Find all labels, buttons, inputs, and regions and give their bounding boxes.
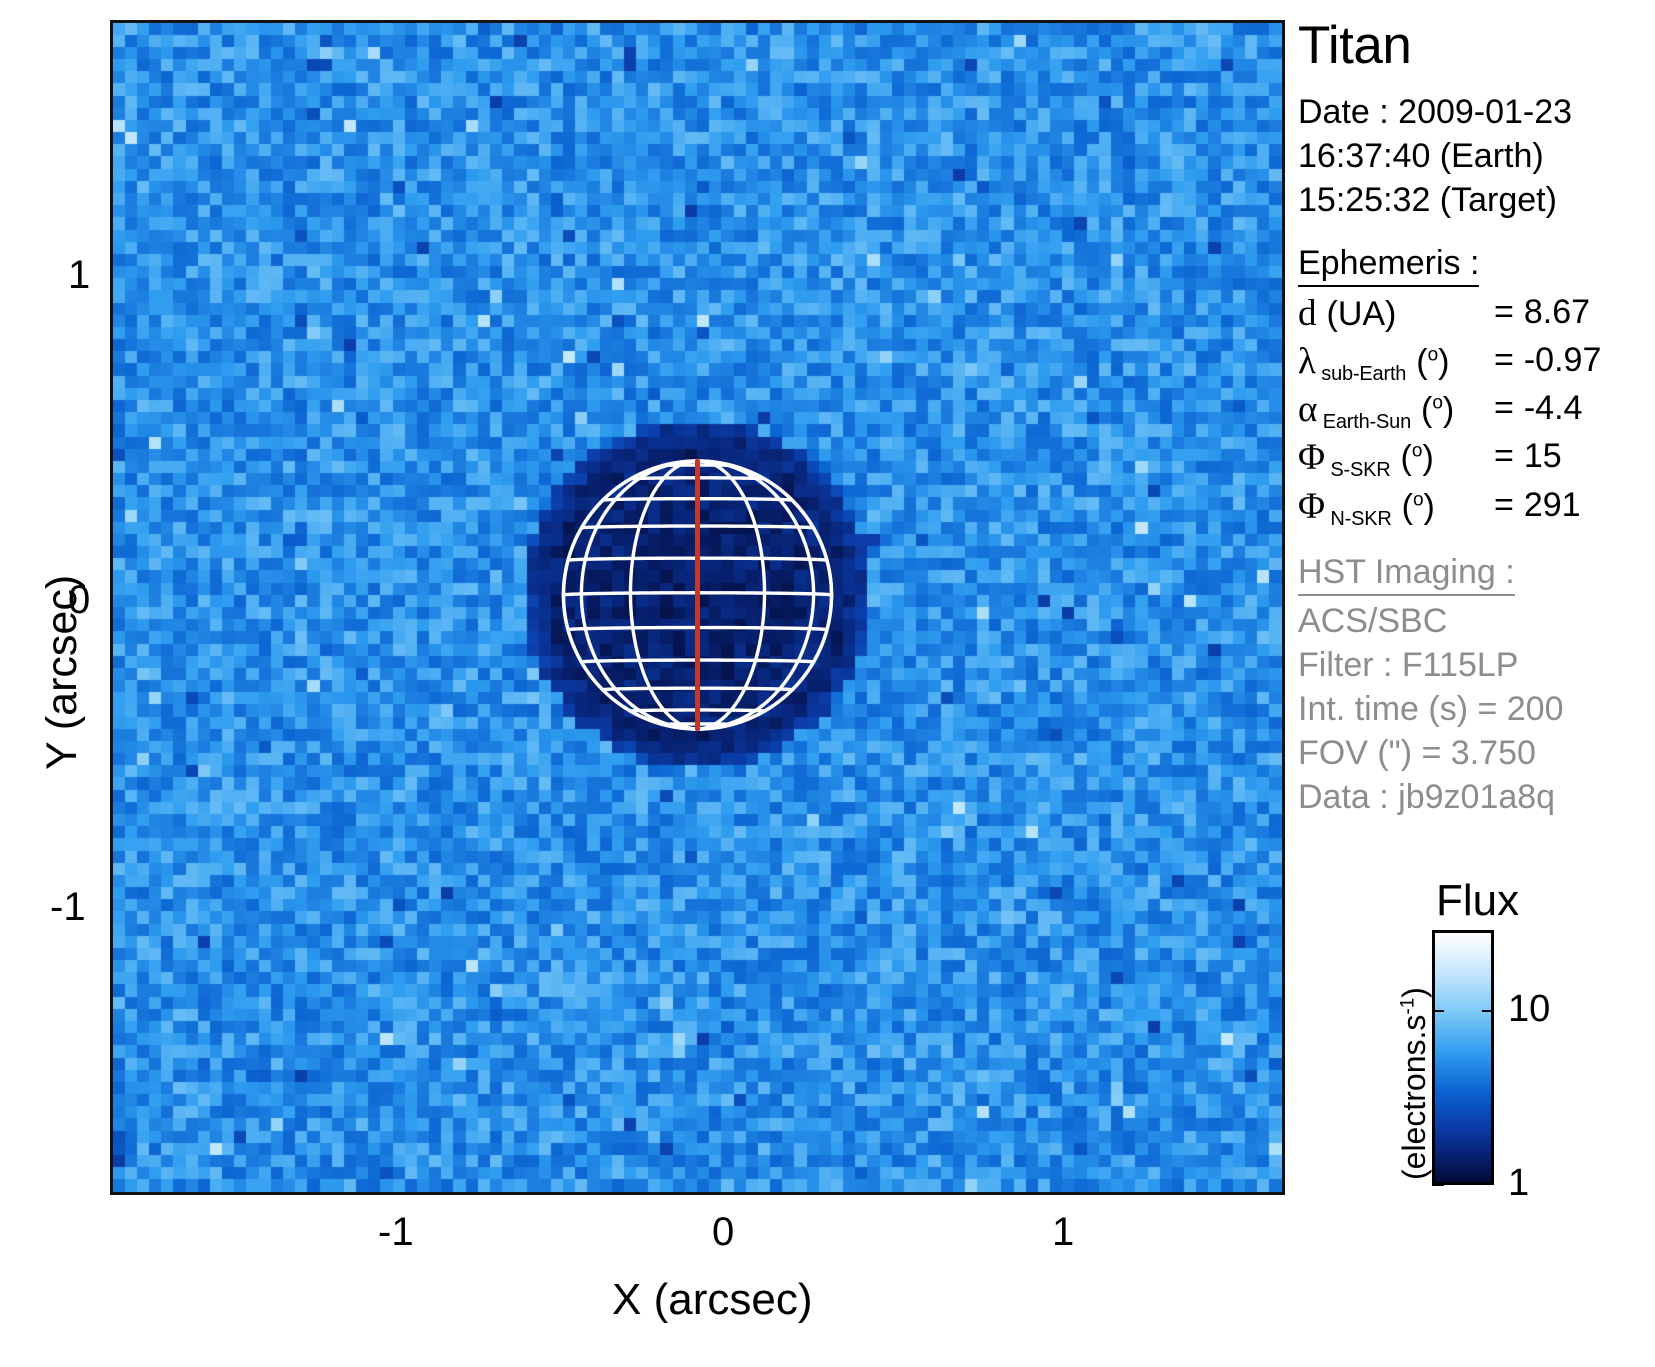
colorbar-tick-mid-right xyxy=(1482,1010,1494,1012)
colorbar-tick-top-right xyxy=(1482,930,1494,932)
ephemeris-key: λ sub-Earth (o) xyxy=(1298,338,1494,386)
page-title: Titan xyxy=(1298,16,1412,75)
ephemeris-value: 15 xyxy=(1523,437,1562,476)
ephemeris-equals: = xyxy=(1494,437,1514,476)
ephemeris-key: α Earth-Sun (o) xyxy=(1298,386,1494,434)
colorbar-tick-label-1: 1 xyxy=(1508,1162,1530,1204)
ephemeris-equals: = xyxy=(1494,341,1514,380)
colorbar-tick-label-10: 10 xyxy=(1508,988,1551,1030)
ephemeris-section: Ephemeris : d (UA) = 8.67 λ sub-Earth (o) = -0.… xyxy=(1298,244,1648,530)
colorbar-gradient xyxy=(1432,930,1494,1185)
ephemeris-subscript: Earth-Sun xyxy=(1317,411,1411,434)
colorbar-tick-bottom xyxy=(1432,1184,1444,1186)
colorbar-unit-label: (electrons.s-1) xyxy=(1396,987,1432,1180)
ephemeris-key: Φ S-SKR (o) xyxy=(1298,434,1494,482)
ephemeris-row: λ sub-Earth (o) = -0.97 xyxy=(1298,338,1648,386)
ephemeris-symbol: Φ xyxy=(1298,485,1326,527)
ephemeris-unit: (o) xyxy=(1416,343,1450,382)
ephemeris-unit: (UA) xyxy=(1326,295,1397,334)
ephemeris-subscript: S-SKR xyxy=(1325,459,1391,482)
hst-imaging-header: HST Imaging : xyxy=(1298,553,1515,596)
ephemeris-row: Φ N-SKR (o) = 291 xyxy=(1298,483,1648,531)
ephemeris-subscript: N-SKR xyxy=(1325,507,1392,530)
ephemeris-value: -4.4 xyxy=(1523,389,1583,428)
x-tick-label-0: 0 xyxy=(712,1210,735,1254)
colorbar: Flux 10 1 (electrons.s-1) xyxy=(1360,876,1650,1204)
ephemeris-row: d (UA) = 8.67 xyxy=(1298,290,1648,338)
ephemeris-rows: d (UA) = 8.67 λ sub-Earth (o) = -0.97 α Earth-Su… xyxy=(1298,290,1648,530)
filter-label: Filter : F115LP xyxy=(1298,645,1519,684)
data-id-label: Data : jb9z01a8q xyxy=(1298,778,1556,817)
ephemeris-equals: = xyxy=(1494,389,1514,428)
y-axis-title: Y (arcsec) xyxy=(38,574,86,770)
y-tick-label-0: 0 xyxy=(68,578,91,622)
ephemeris-subscript: sub-Earth xyxy=(1315,363,1407,386)
colorbar-tick-top xyxy=(1432,930,1444,932)
colorbar-title: Flux xyxy=(1436,876,1520,925)
ephemeris-symbol: α xyxy=(1298,389,1318,431)
observation-date: Date : 2009-01-23 xyxy=(1298,92,1573,131)
ephemeris-symbol: λ xyxy=(1298,341,1316,383)
hst-imaging-section: HST Imaging : ACS/SBC Filter : F115LP In… xyxy=(1298,553,1648,820)
ephemeris-unit: (o) xyxy=(1400,439,1434,478)
image-panel xyxy=(110,20,1285,1195)
observation-time-target: 15:25:32 (Target) xyxy=(1298,181,1557,220)
ephemeris-equals: = xyxy=(1494,485,1514,524)
fov-label: FOV (") = 3.750 xyxy=(1298,734,1536,773)
ephemeris-row: Φ S-SKR (o) = 15 xyxy=(1298,434,1648,482)
instrument-label: ACS/SBC xyxy=(1298,601,1448,640)
ephemeris-header: Ephemeris : xyxy=(1298,244,1480,288)
x-tick-label-neg1: -1 xyxy=(378,1210,414,1254)
ephemeris-row: α Earth-Sun (o) = -4.4 xyxy=(1298,386,1648,434)
ephemeris-value: 8.67 xyxy=(1523,293,1591,332)
ephemeris-symbol: Φ xyxy=(1298,437,1326,479)
ephemeris-key: Φ N-SKR (o) xyxy=(1298,483,1494,531)
ephemeris-key: d (UA) xyxy=(1298,290,1494,338)
ephemeris-unit: (o) xyxy=(1401,487,1435,526)
ephemeris-unit: (o) xyxy=(1421,391,1455,430)
observation-time-earth: 16:37:40 (Earth) xyxy=(1298,136,1544,175)
integration-time-label: Int. time (s) = 200 xyxy=(1298,690,1564,729)
colorbar-tick-mid xyxy=(1432,1010,1444,1012)
y-tick-label-1: 1 xyxy=(68,253,91,297)
ephemeris-value: -0.97 xyxy=(1523,341,1602,380)
flux-heatmap-canvas xyxy=(113,23,1282,1192)
ephemeris-value: 291 xyxy=(1523,485,1581,524)
x-axis-title: X (arcsec) xyxy=(612,1275,813,1324)
x-tick-label-1: 1 xyxy=(1052,1210,1075,1254)
info-panel: Titan Date : 2009-01-23 16:37:40 (Earth)… xyxy=(1298,18,1648,820)
ephemeris-symbol: d xyxy=(1298,293,1317,335)
ephemeris-equals: = xyxy=(1494,293,1514,332)
y-tick-label-neg1: -1 xyxy=(50,885,86,929)
